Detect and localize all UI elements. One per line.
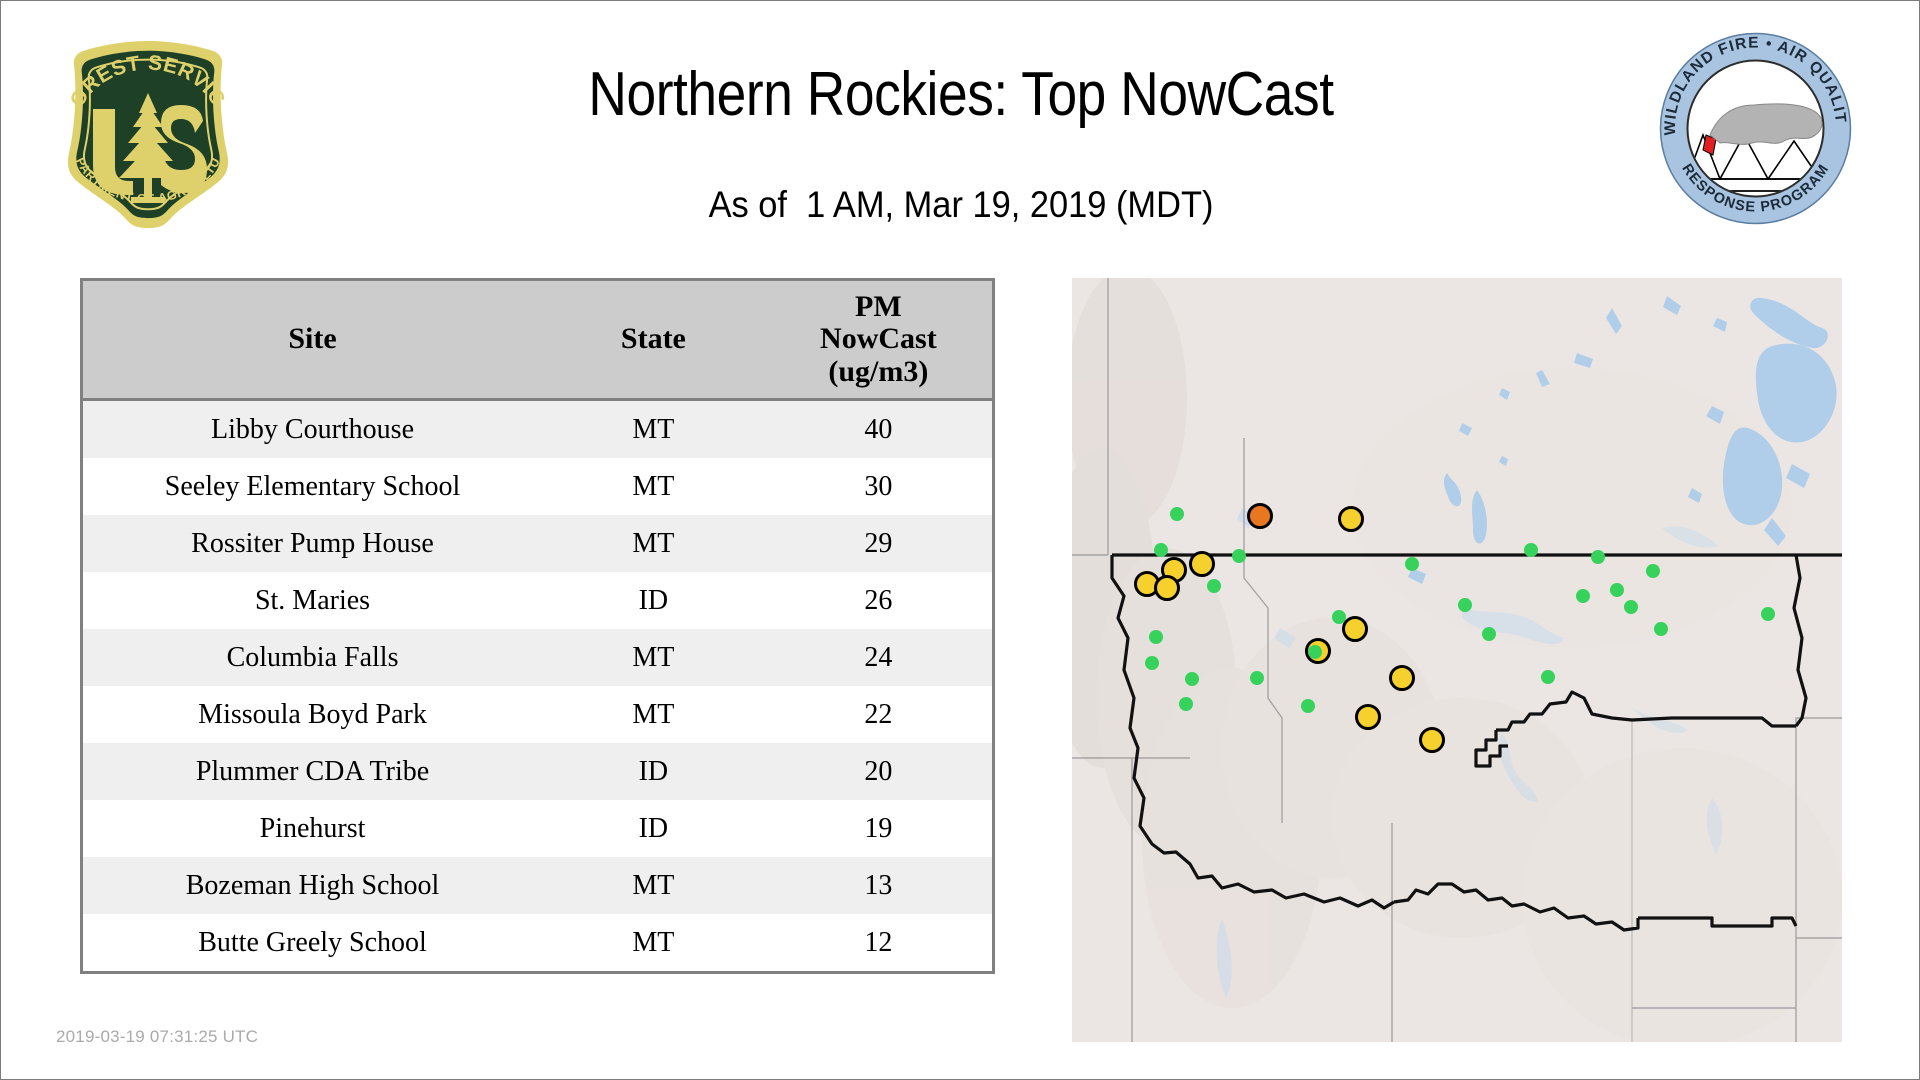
monitor-marker-moderate[interactable] [1342,616,1369,643]
cell-pm: 40 [764,399,992,458]
nowcast-table: Site State PM NowCast (ug/m3) Libby Cour… [83,281,992,971]
cell-pm: 19 [764,800,992,857]
table-header-row: Site State PM NowCast (ug/m3) [83,281,992,401]
cell-site: Libby Courthouse [83,399,543,458]
cell-pm: 24 [764,629,992,686]
monitor-marker-good[interactable] [1575,588,1590,603]
monitor-marker-good[interactable] [1405,556,1420,571]
monitor-marker-moderate[interactable] [1388,665,1415,692]
monitor-marker-good[interactable] [1761,607,1776,622]
cell-pm: 20 [764,743,992,800]
monitor-marker-good[interactable] [1148,630,1163,645]
monitor-marker-good[interactable] [1590,549,1605,564]
cell-pm: 22 [764,686,992,743]
monitor-marker-good[interactable] [1249,670,1264,685]
cell-state: MT [542,515,765,572]
cell-site: Plummer CDA Tribe [83,743,543,800]
page-title: Northern Rockies: Top NowCast [588,60,1334,129]
cell-site: Bozeman High School [83,857,543,914]
monitor-marker-good[interactable] [1185,672,1200,687]
monitor-marker-good[interactable] [1207,578,1222,593]
column-header-pm-nowcast: PM NowCast (ug/m3) [764,281,992,401]
table-row: Plummer CDA Tribe ID 20 [83,743,992,800]
monitor-marker-good[interactable] [1540,669,1555,684]
monitor-marker-good[interactable] [1154,542,1169,557]
cell-pm: 26 [764,572,992,629]
table-row: Missoula Boyd Park MT 22 [83,686,992,743]
cell-pm: 30 [764,458,992,515]
nowcast-table-container: Site State PM NowCast (ug/m3) Libby Cour… [80,278,995,974]
column-header-state: State [542,281,765,401]
cell-site: Pinehurst [83,800,543,857]
column-header-pm-line3: (ug/m3) [828,354,929,388]
cell-state: ID [542,743,765,800]
cell-site: Columbia Falls [83,629,543,686]
column-header-pm-line2: NowCast [820,322,937,356]
cell-site: Rossiter Pump House [83,515,543,572]
cell-pm: 12 [764,914,992,971]
monitor-marker-good[interactable] [1646,564,1661,579]
table-row: Seeley Elementary School MT 30 [83,458,992,515]
monitor-marker-good[interactable] [1232,549,1247,564]
monitor-marker-good[interactable] [1523,542,1538,557]
monitor-marker-good[interactable] [1610,582,1625,597]
monitor-marker-moderate[interactable] [1189,550,1216,577]
monitor-marker-good[interactable] [1482,627,1497,642]
cell-state: ID [542,800,765,857]
cell-site: Seeley Elementary School [83,458,543,515]
cell-pm: 29 [764,515,992,572]
cell-state: MT [542,629,765,686]
wildland-fire-air-quality-logo: WILDLAND FIRE • AIR QUALITY RESPONSE PRO… [1652,18,1853,226]
cell-site: St. Maries [83,572,543,629]
monitor-marker-good[interactable] [1332,610,1347,625]
cell-pm: 13 [764,857,992,914]
column-header-pm-line1: PM [855,289,902,323]
monitor-marker-good[interactable] [1145,656,1160,671]
monitor-marker-good[interactable] [1307,644,1322,659]
table-row: Rossiter Pump House MT 29 [83,515,992,572]
cell-state: MT [542,399,765,458]
table-row: Pinehurst ID 19 [83,800,992,857]
cell-site: Missoula Boyd Park [83,686,543,743]
page-subtitle: As of 1 AM, Mar 19, 2019 (MDT) [708,184,1214,225]
monitor-marker-good[interactable] [1178,697,1193,712]
table-row: Butte Greely School MT 12 [83,914,992,971]
table-row: Bozeman High School MT 13 [83,857,992,914]
monitor-marker-good[interactable] [1624,600,1639,615]
monitor-marker-good[interactable] [1169,507,1184,522]
monitor-marker-moderate[interactable] [1246,503,1273,530]
monitor-marker-moderate[interactable] [1418,727,1445,754]
table-row: Columbia Falls MT 24 [83,629,992,686]
monitor-marker-moderate[interactable] [1337,506,1364,533]
column-header-site: Site [83,281,543,401]
render-timestamp: 2019-03-19 07:31:25 UTC [56,1027,259,1046]
monitor-marker-good[interactable] [1654,622,1669,637]
monitor-marker-moderate[interactable] [1154,575,1181,602]
cell-state: MT [542,686,765,743]
cell-state: MT [542,458,765,515]
northern-rockies-monitor-map[interactable] [1072,278,1842,1042]
cell-state: ID [542,572,765,629]
monitor-marker-moderate[interactable] [1354,704,1381,731]
table-row: Libby Courthouse MT 40 [83,399,992,458]
monitor-marker-good[interactable] [1301,698,1316,713]
monitor-marker-good[interactable] [1457,597,1472,612]
cell-state: MT [542,857,765,914]
monitor-marker-moderate[interactable] [1305,637,1332,664]
cell-state: MT [542,914,765,971]
cell-site: Butte Greely School [83,914,543,971]
table-row: St. Maries ID 26 [83,572,992,629]
